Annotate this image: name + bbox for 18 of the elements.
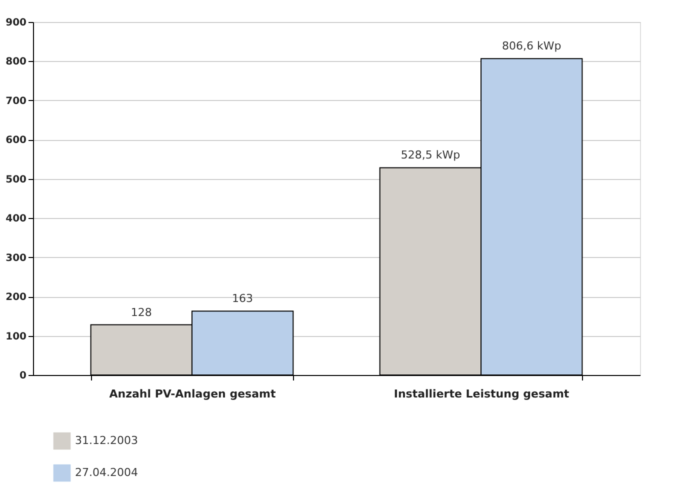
x-tick-label: Installierte Leistung gesamt <box>394 388 570 400</box>
y-tick-label: 500 <box>6 174 27 186</box>
y-tick-label: 700 <box>6 96 27 107</box>
x-tick-label: Anzahl PV-Anlagen gesamt <box>109 388 276 400</box>
y-tick-label: 600 <box>6 135 27 146</box>
data-label: 806,6 kWp <box>502 40 562 53</box>
y-tick-label: 0 <box>20 370 27 382</box>
legend-label: 31.12.2003 <box>75 434 138 447</box>
y-tick-label: 800 <box>6 56 27 68</box>
y-tick-label: 100 <box>6 331 27 342</box>
y-tick-label: 200 <box>6 292 27 304</box>
legend-label: 27.04.2004 <box>75 466 138 479</box>
y-tick-label: 400 <box>6 214 27 225</box>
data-label: 128 <box>130 306 152 319</box>
y-tick-label: 900 <box>6 18 27 28</box>
data-label: 528,5 kWp <box>400 148 460 162</box>
y-tick-label: 300 <box>6 252 27 264</box>
data-label: 163 <box>232 292 254 306</box>
